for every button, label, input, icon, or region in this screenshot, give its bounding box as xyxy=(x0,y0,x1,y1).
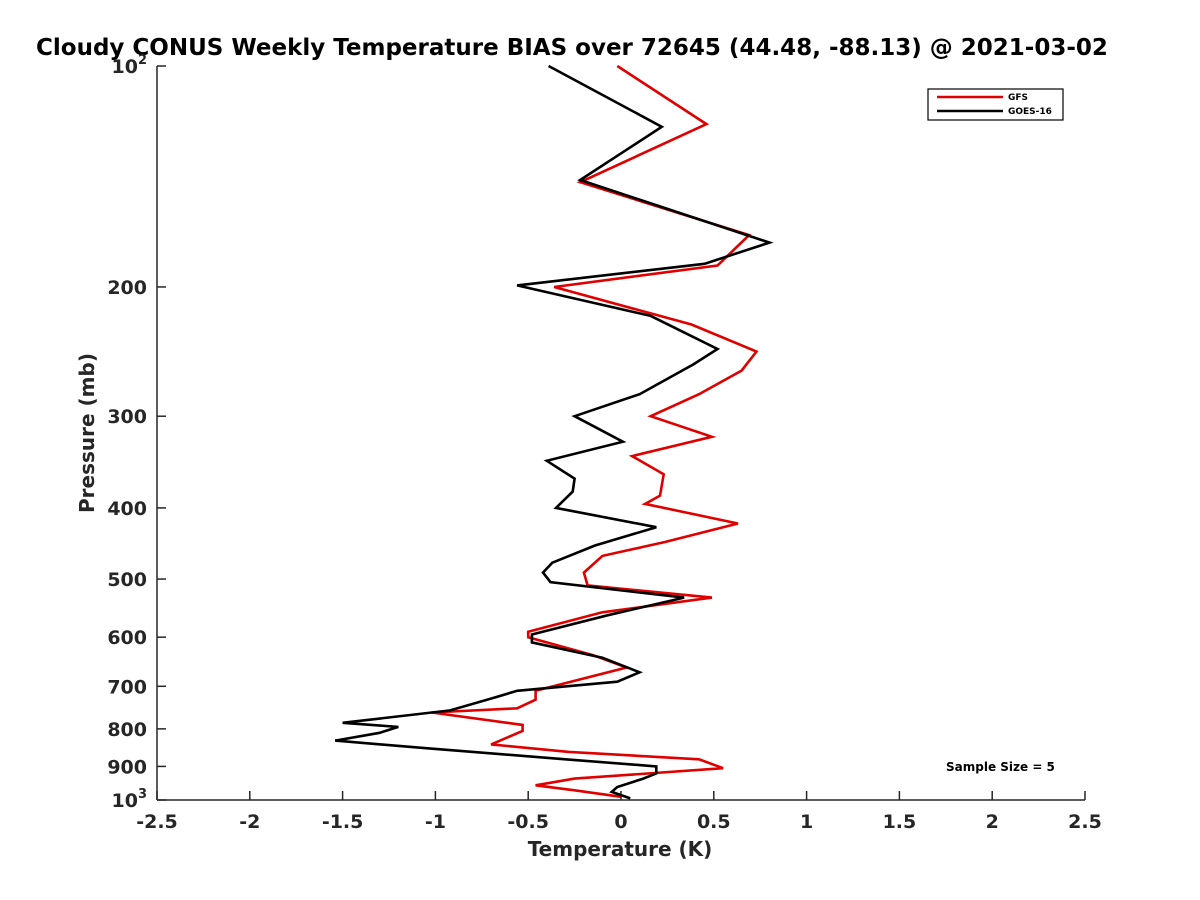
legend: GFS GOES-16 xyxy=(927,88,1064,121)
y-tick-label: 600 xyxy=(107,627,147,649)
y-tick-label: 102 xyxy=(112,53,148,78)
series-line-goes-16 xyxy=(334,64,774,800)
y-tick-label: 800 xyxy=(107,719,147,741)
plot-area: -2.5 -2 -1.5 -1 -0.5 0 0.5 1 1.5 2 2.5 102 200 300 400… xyxy=(107,53,1102,833)
series-line-gfs xyxy=(431,64,759,799)
y-tick-label: 103 xyxy=(112,787,148,812)
y-tick-label: 900 xyxy=(107,756,147,778)
x-tick-label: 0.5 xyxy=(697,811,731,833)
y-axis-label: Pressure (mb) xyxy=(75,353,99,513)
chart-title: Cloudy CONUS Weekly Temperature BIAS ove… xyxy=(36,35,1108,61)
legend-label: GFS xyxy=(1008,93,1028,103)
x-axis-label: Temperature (K) xyxy=(528,837,713,861)
x-tick-label: 1 xyxy=(800,811,813,833)
y-tick-label: 700 xyxy=(107,676,147,698)
x-tick-label: 2.5 xyxy=(1068,811,1102,833)
x-tick-label: -0.5 xyxy=(507,811,549,833)
sample-size-annotation: Sample Size = 5 xyxy=(946,760,1055,774)
y-tick-label: 400 xyxy=(107,498,147,520)
x-tick-label: 0 xyxy=(614,811,627,833)
y-tick-label: 500 xyxy=(107,569,147,591)
legend-label: GOES-16 xyxy=(1008,107,1052,117)
x-tick-label: -1 xyxy=(425,811,446,833)
y-tick-label: 200 xyxy=(107,277,147,299)
x-tick-label: 1.5 xyxy=(883,811,917,833)
x-tick-label: -1.5 xyxy=(322,811,364,833)
x-tick-label: -2 xyxy=(239,811,260,833)
legend-box xyxy=(927,88,1064,121)
x-tick-label: 2 xyxy=(986,811,999,833)
y-tick-label: 300 xyxy=(107,406,147,428)
x-tick-label: -2.5 xyxy=(136,811,178,833)
